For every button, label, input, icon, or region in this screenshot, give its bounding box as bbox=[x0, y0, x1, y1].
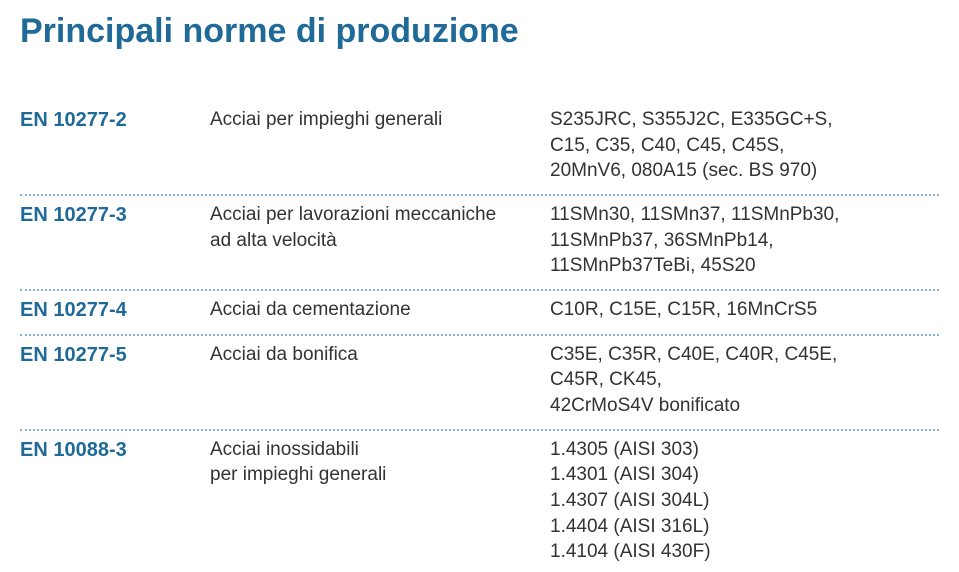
page: Principali norme di produzione EN 10277-… bbox=[0, 0, 959, 572]
page-title: Principali norme di produzione bbox=[20, 12, 939, 51]
steel-grades: 1.4305 (AISI 303)1.4301 (AISI 304)1.4307… bbox=[550, 437, 939, 565]
grades-line: 1.4305 (AISI 303) bbox=[550, 437, 939, 463]
grades-line: C15, C35, C40, C45, C45S, bbox=[550, 133, 939, 159]
description-line: Acciai per impieghi generali bbox=[210, 107, 550, 133]
standard-description: Acciai da bonifica bbox=[210, 342, 550, 368]
standard-code: EN 10088-3 bbox=[20, 437, 210, 464]
steel-grades: S235JRC, S355J2C, E335GC+S,C15, C35, C40… bbox=[550, 107, 939, 184]
standard-description: Acciai per lavorazioni meccanichead alta… bbox=[210, 202, 550, 253]
grades-line: 1.4301 (AISI 304) bbox=[550, 462, 939, 488]
standard-code: EN 10277-5 bbox=[20, 342, 210, 369]
grades-line: C35E, C35R, C40E, C40R, C45E, bbox=[550, 342, 939, 368]
standard-description: Acciai inossidabiliper impieghi generali bbox=[210, 437, 550, 488]
grades-line: 1.4404 (AISI 316L) bbox=[550, 514, 939, 540]
grades-line: C45R, CK45, bbox=[550, 367, 939, 393]
description-line: Acciai per lavorazioni meccaniche bbox=[210, 202, 550, 228]
grades-line: S235JRC, S355J2C, E335GC+S, bbox=[550, 107, 939, 133]
grades-line: 11SMn30, 11SMn37, 11SMnPb30, bbox=[550, 202, 939, 228]
standard-description: Acciai per impieghi generali bbox=[210, 107, 550, 133]
table-row: EN 10277-2Acciai per impieghi generaliS2… bbox=[20, 101, 939, 196]
table-row: EN 10277-5Acciai da bonificaC35E, C35R, … bbox=[20, 336, 939, 431]
grades-line: 1.4307 (AISI 304L) bbox=[550, 488, 939, 514]
standard-code: EN 10277-3 bbox=[20, 202, 210, 229]
grades-line: 11SMnPb37, 36SMnPb14, bbox=[550, 228, 939, 254]
grades-line: 20MnV6, 080A15 (sec. BS 970) bbox=[550, 158, 939, 184]
description-line: Acciai da cementazione bbox=[210, 297, 550, 323]
grades-line: 11SMnPb37TeBi, 45S20 bbox=[550, 253, 939, 279]
grades-line: C10R, C15E, C15R, 16MnCrS5 bbox=[550, 297, 939, 323]
standard-code: EN 10277-2 bbox=[20, 107, 210, 134]
standards-table: EN 10277-2Acciai per impieghi generaliS2… bbox=[20, 101, 939, 572]
steel-grades: 11SMn30, 11SMn37, 11SMnPb30,11SMnPb37, 3… bbox=[550, 202, 939, 279]
grades-line: 1.4104 (AISI 430F) bbox=[550, 539, 939, 565]
description-line: per impieghi generali bbox=[210, 462, 550, 488]
grades-line: 42CrMoS4V bonificato bbox=[550, 393, 939, 419]
steel-grades: C35E, C35R, C40E, C40R, C45E,C45R, CK45,… bbox=[550, 342, 939, 419]
table-row: EN 10277-3Acciai per lavorazioni meccani… bbox=[20, 196, 939, 291]
steel-grades: C10R, C15E, C15R, 16MnCrS5 bbox=[550, 297, 939, 323]
standard-code: EN 10277-4 bbox=[20, 297, 210, 324]
table-row: EN 10277-4Acciai da cementazioneC10R, C1… bbox=[20, 291, 939, 336]
table-row: EN 10088-3Acciai inossidabiliper impiegh… bbox=[20, 431, 939, 572]
description-line: Acciai da bonifica bbox=[210, 342, 550, 368]
description-line: Acciai inossidabili bbox=[210, 437, 550, 463]
description-line: ad alta velocità bbox=[210, 228, 550, 254]
standard-description: Acciai da cementazione bbox=[210, 297, 550, 323]
